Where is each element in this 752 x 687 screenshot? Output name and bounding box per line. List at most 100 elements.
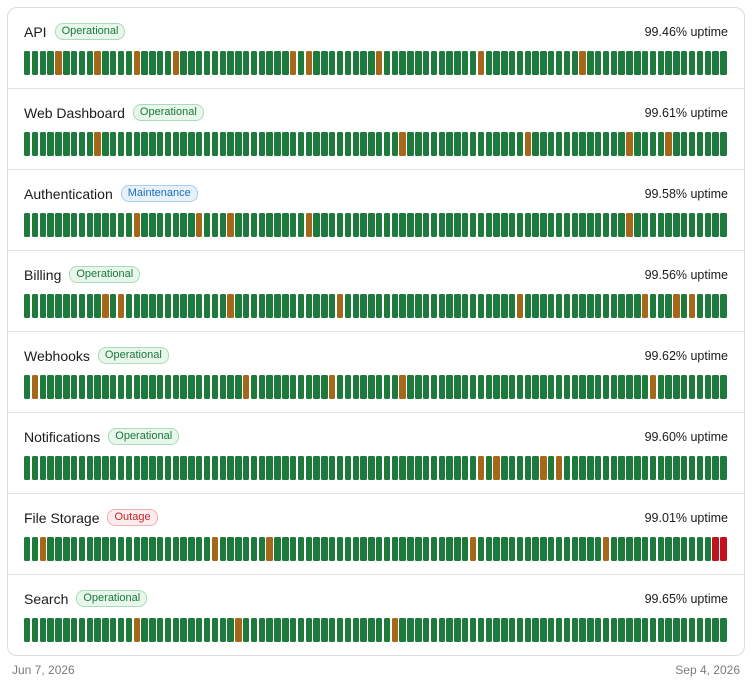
- day-bar[interactable]: [211, 51, 219, 75]
- day-bar[interactable]: [156, 132, 164, 156]
- day-bar[interactable]: [86, 132, 93, 156]
- day-bar[interactable]: [227, 537, 234, 561]
- day-bar[interactable]: [462, 375, 469, 399]
- day-bar[interactable]: [86, 294, 93, 318]
- day-bar[interactable]: [196, 618, 203, 642]
- day-bar[interactable]: [555, 51, 563, 75]
- day-bar[interactable]: [665, 456, 672, 480]
- day-bar[interactable]: [125, 375, 133, 399]
- day-bar[interactable]: [477, 51, 485, 75]
- day-bar[interactable]: [532, 294, 539, 318]
- day-bar[interactable]: [305, 456, 312, 480]
- day-bar[interactable]: [203, 537, 211, 561]
- day-bar[interactable]: [203, 294, 211, 318]
- day-bar[interactable]: [422, 537, 430, 561]
- day-bar[interactable]: [376, 213, 383, 237]
- day-bar[interactable]: [180, 375, 187, 399]
- day-bar[interactable]: [641, 132, 649, 156]
- day-bar[interactable]: [641, 294, 649, 318]
- day-bar[interactable]: [227, 618, 234, 642]
- day-bar[interactable]: [712, 213, 719, 237]
- day-bar[interactable]: [336, 618, 344, 642]
- day-bar[interactable]: [477, 132, 485, 156]
- day-bar[interactable]: [86, 456, 93, 480]
- day-bar[interactable]: [720, 456, 727, 480]
- day-bar[interactable]: [188, 375, 195, 399]
- day-bar[interactable]: [258, 294, 266, 318]
- day-bar[interactable]: [63, 213, 70, 237]
- day-bar[interactable]: [407, 294, 414, 318]
- day-bar[interactable]: [587, 294, 594, 318]
- day-bar[interactable]: [274, 132, 281, 156]
- day-bar[interactable]: [462, 294, 469, 318]
- day-bar[interactable]: [548, 618, 555, 642]
- day-bar[interactable]: [47, 537, 54, 561]
- day-bar[interactable]: [376, 537, 383, 561]
- day-bar[interactable]: [383, 294, 391, 318]
- day-bar[interactable]: [47, 375, 54, 399]
- day-bar[interactable]: [24, 51, 31, 75]
- day-bar[interactable]: [211, 456, 219, 480]
- day-bar[interactable]: [673, 375, 680, 399]
- day-bar[interactable]: [704, 213, 711, 237]
- day-bar[interactable]: [149, 375, 156, 399]
- day-bar[interactable]: [462, 618, 469, 642]
- day-bar[interactable]: [352, 456, 359, 480]
- day-bar[interactable]: [329, 51, 336, 75]
- day-bar[interactable]: [641, 618, 649, 642]
- day-bar[interactable]: [313, 132, 320, 156]
- day-bar[interactable]: [94, 294, 101, 318]
- day-bar[interactable]: [501, 618, 508, 642]
- day-bar[interactable]: [94, 51, 101, 75]
- day-bar[interactable]: [297, 132, 305, 156]
- day-bar[interactable]: [336, 456, 344, 480]
- day-bar[interactable]: [180, 537, 187, 561]
- day-bar[interactable]: [571, 618, 578, 642]
- day-bar[interactable]: [86, 51, 93, 75]
- day-bar[interactable]: [665, 213, 672, 237]
- day-bar[interactable]: [438, 618, 445, 642]
- day-bar[interactable]: [31, 375, 39, 399]
- day-bar[interactable]: [321, 456, 328, 480]
- day-bar[interactable]: [602, 51, 610, 75]
- day-bar[interactable]: [219, 132, 226, 156]
- day-bar[interactable]: [344, 618, 352, 642]
- day-bar[interactable]: [673, 132, 680, 156]
- day-bar[interactable]: [602, 213, 610, 237]
- day-bar[interactable]: [696, 294, 704, 318]
- day-bar[interactable]: [626, 132, 633, 156]
- day-bar[interactable]: [508, 51, 516, 75]
- day-bar[interactable]: [696, 132, 704, 156]
- day-bar[interactable]: [313, 456, 320, 480]
- day-bar[interactable]: [595, 213, 602, 237]
- day-bar[interactable]: [446, 375, 453, 399]
- day-bar[interactable]: [321, 213, 328, 237]
- day-bar[interactable]: [329, 375, 336, 399]
- day-bar[interactable]: [657, 375, 664, 399]
- day-bar[interactable]: [219, 294, 226, 318]
- day-bar[interactable]: [336, 294, 344, 318]
- day-bar[interactable]: [595, 375, 602, 399]
- day-bar[interactable]: [563, 51, 571, 75]
- day-bar[interactable]: [336, 537, 344, 561]
- day-bar[interactable]: [704, 132, 711, 156]
- day-bar[interactable]: [391, 294, 399, 318]
- day-bar[interactable]: [344, 132, 352, 156]
- day-bar[interactable]: [266, 132, 273, 156]
- day-bar[interactable]: [540, 537, 547, 561]
- day-bar[interactable]: [618, 618, 625, 642]
- day-bar[interactable]: [712, 51, 719, 75]
- day-bar[interactable]: [399, 294, 406, 318]
- day-bar[interactable]: [407, 132, 414, 156]
- day-bar[interactable]: [376, 375, 383, 399]
- day-bar[interactable]: [391, 375, 399, 399]
- day-bar[interactable]: [548, 132, 555, 156]
- day-bar[interactable]: [227, 294, 234, 318]
- day-bar[interactable]: [595, 537, 602, 561]
- day-bar[interactable]: [196, 294, 203, 318]
- day-bar[interactable]: [376, 294, 383, 318]
- day-bar[interactable]: [102, 456, 109, 480]
- day-bar[interactable]: [501, 213, 508, 237]
- day-bar[interactable]: [696, 537, 704, 561]
- day-bar[interactable]: [602, 132, 610, 156]
